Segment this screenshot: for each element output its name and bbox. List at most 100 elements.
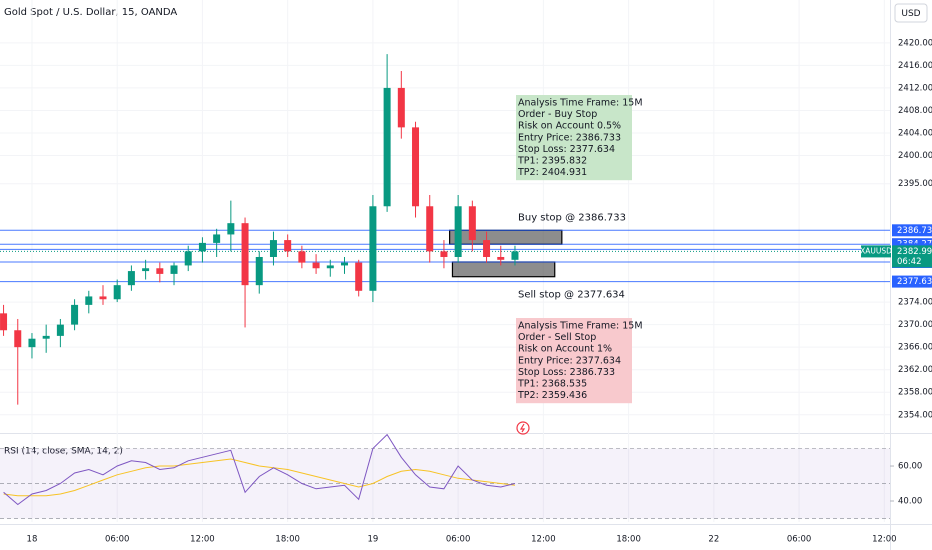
- candle-body: [440, 251, 448, 257]
- symbol-tag: [861, 245, 891, 258]
- candle-body: [397, 87, 405, 128]
- note-line: TP2: 2359.436: [517, 390, 587, 401]
- candle-body: [383, 87, 391, 207]
- y-tick-label: 2416.000: [898, 61, 932, 71]
- currency-button[interactable]: [894, 3, 928, 23]
- candle-body: [426, 206, 434, 252]
- x-tick-label: 06:00: [446, 535, 471, 545]
- note-line: Analysis Time Frame: 15M: [518, 98, 643, 109]
- candle-body: [56, 324, 64, 336]
- price-tag-label: 2377.634: [897, 277, 932, 287]
- y-tick-label: 2404.000: [898, 129, 932, 139]
- price-tag: [892, 275, 932, 288]
- y-tick-label: 2370.000: [898, 320, 932, 330]
- rsi-line: [3, 434, 516, 506]
- x-tick-label: 22: [708, 535, 719, 545]
- note-line: Analysis Time Frame: 15M: [518, 321, 643, 332]
- x-tick-label: 18:00: [616, 535, 641, 545]
- note-line: Entry Price: 2386.733: [518, 132, 621, 143]
- price-tag-label: 2386.733: [897, 226, 932, 236]
- candle-body: [483, 240, 491, 257]
- candle-body: [312, 262, 320, 269]
- chart-title: Gold Spot / U.S. Dollar, 15, OANDA: [4, 7, 177, 18]
- y-tick-label: 2400.000: [898, 151, 932, 161]
- candle-body: [326, 265, 334, 269]
- y-tick-label: 2408.000: [898, 106, 932, 116]
- note-line: TP2: 2404.931: [517, 167, 587, 178]
- candle-body: [99, 296, 107, 300]
- currency-label[interactable]: USD: [901, 9, 920, 19]
- x-tick-label: 06:00: [105, 535, 130, 545]
- candle-body: [113, 285, 121, 300]
- x-tick-label: 06:00: [787, 535, 812, 545]
- buy-stop-label: Buy stop @ 2386.733: [518, 212, 626, 223]
- x-tick-label: 12:00: [872, 535, 897, 545]
- note-line: Risk on Account 0.5%: [518, 121, 621, 132]
- x-tick-label: 18: [27, 535, 38, 545]
- x-tick-label: 19: [367, 535, 378, 545]
- candle-body: [198, 242, 206, 252]
- rsi-line: [3, 458, 516, 497]
- x-tick-label: 12:00: [531, 535, 556, 545]
- candle-body: [14, 330, 22, 348]
- candle-body: [227, 223, 235, 235]
- y-tick-label: 2374.000: [898, 298, 932, 308]
- zone-box: [449, 229, 563, 245]
- y-tick-label: 2366.000: [898, 343, 932, 353]
- candle-body: [156, 268, 164, 274]
- candle-body: [269, 240, 277, 257]
- note-line: Stop Loss: 2377.634: [518, 144, 615, 155]
- candle-body: [298, 251, 306, 263]
- candle-body: [369, 206, 377, 291]
- y-tick-label: 2420.000: [898, 38, 932, 48]
- y-tick-label: 2412.000: [898, 83, 932, 93]
- candle-body: [454, 206, 462, 257]
- candle-body: [28, 338, 36, 348]
- candle-body: [241, 223, 249, 286]
- note-line: TP1: 2395.832: [517, 156, 587, 167]
- candle-body: [340, 262, 348, 266]
- note-line: TP1: 2368.535: [517, 379, 587, 390]
- flash-icon[interactable]: [516, 421, 530, 435]
- candle-body: [511, 251, 519, 260]
- candle-body: [468, 206, 476, 241]
- note-box: [516, 95, 632, 181]
- countdown-label: 06:42: [897, 257, 922, 267]
- flash-bolt[interactable]: [519, 423, 526, 433]
- x-tick-label: 18:00: [275, 535, 300, 545]
- candle-body: [255, 256, 263, 286]
- candle-body: [355, 262, 363, 291]
- candle-body: [213, 234, 221, 243]
- rsi-tick-label: 40.00: [898, 497, 922, 507]
- note-line: Order - Buy Stop: [518, 109, 597, 120]
- candle-body: [284, 240, 292, 252]
- candle-body: [85, 296, 93, 305]
- candle-body: [0, 313, 8, 331]
- candle-body: [142, 268, 150, 272]
- last-price-tag: [892, 245, 932, 268]
- candle-body: [71, 304, 79, 325]
- flash-circle[interactable]: [516, 421, 530, 435]
- x-tick-label: 12:00: [190, 535, 215, 545]
- last-price-label: 2382.990: [897, 247, 932, 257]
- sell-stop-label: Sell stop @ 2377.634: [518, 290, 625, 301]
- candle-body: [127, 271, 135, 286]
- y-tick-label: 2362.000: [898, 365, 932, 375]
- symbol-label: XAUUSD: [860, 246, 892, 255]
- candle-body: [170, 265, 178, 274]
- candle-body: [412, 127, 420, 207]
- y-tick-label: 2395.000: [898, 179, 932, 189]
- note-line: Risk on Account 1%: [518, 344, 612, 355]
- y-tick-label: 2358.000: [898, 388, 932, 398]
- rsi-title: RSI (14, close, SMA, 14, 2): [4, 447, 123, 457]
- note-line: Entry Price: 2377.634: [518, 355, 621, 366]
- note-line: Stop Loss: 2386.733: [518, 367, 615, 378]
- note-line: Order - Sell Stop: [518, 332, 596, 343]
- note-box: [516, 318, 632, 404]
- y-tick-label: 2354.000: [898, 410, 932, 420]
- candle-body: [497, 256, 505, 260]
- price-tag: [892, 224, 932, 237]
- rsi-tick-label: 60.00: [898, 462, 922, 472]
- candle-body: [184, 251, 192, 266]
